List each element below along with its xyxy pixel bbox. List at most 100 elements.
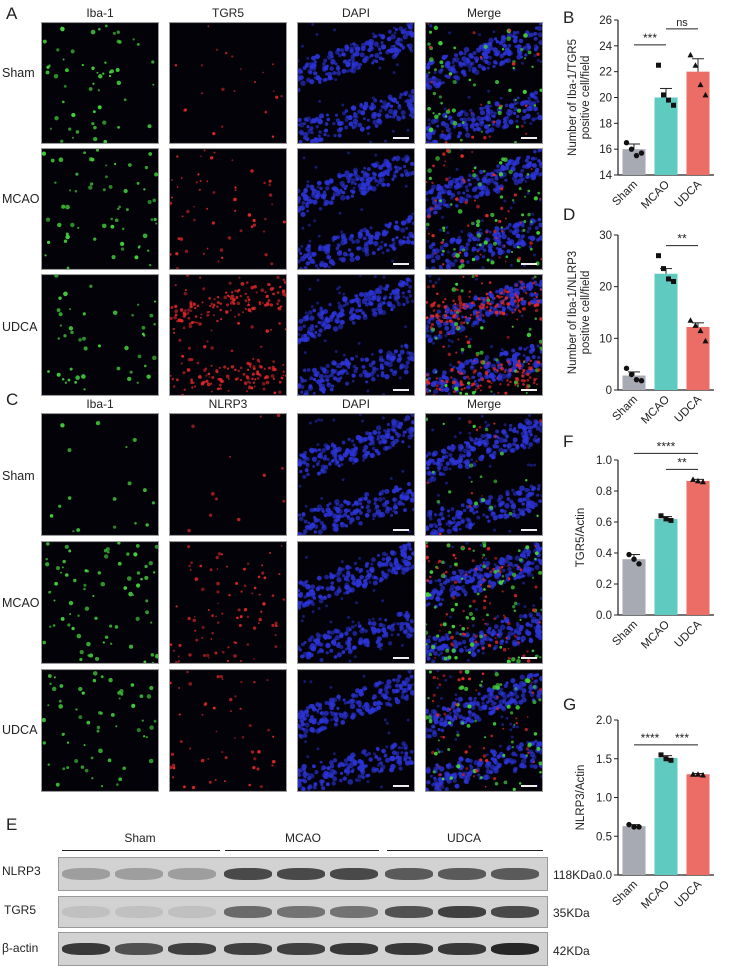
row-label-a-udca: UDCA bbox=[2, 320, 38, 334]
wb-band bbox=[491, 906, 539, 918]
bar-mcao bbox=[654, 97, 678, 175]
wb-band bbox=[115, 906, 163, 918]
significance-label: ** bbox=[677, 232, 687, 246]
y-axis-label: Number of Iba-1/NLRP3 bbox=[567, 251, 579, 374]
row-label-c-sham: Sham bbox=[2, 469, 35, 483]
significance-label: *** bbox=[643, 31, 657, 45]
panel-a-tile-r3-c4 bbox=[425, 274, 543, 396]
y-tick-label: 0.8 bbox=[596, 486, 612, 498]
wb-band bbox=[330, 868, 378, 880]
y-tick-label: 20 bbox=[599, 282, 612, 294]
chart-d: 0 10 20 30 Number of Iba-1/NLRP3 positive cel… bbox=[560, 225, 725, 430]
panel-letter-b: B bbox=[563, 8, 575, 27]
data-point bbox=[700, 772, 706, 778]
data-point bbox=[666, 97, 671, 103]
panel-letter-e: E bbox=[6, 815, 18, 834]
wb-group-line-sham bbox=[62, 850, 220, 851]
y-tick-label: 0.5 bbox=[596, 831, 612, 843]
scale-bar bbox=[393, 263, 409, 265]
row-label-a-sham: Sham bbox=[2, 66, 35, 80]
data-point bbox=[671, 102, 676, 108]
x-tick-label-mcao: MCAO bbox=[639, 394, 672, 427]
data-point bbox=[702, 91, 709, 98]
chart-f: 0.0 0.2 0.4 0.6 0.8 1.0 TGR5/Actin Sham MCAO UDCA… bbox=[560, 439, 725, 655]
col-head-a-4: Merge bbox=[466, 6, 501, 20]
wb-band bbox=[438, 868, 486, 880]
data-point bbox=[631, 556, 637, 562]
data-point bbox=[697, 327, 704, 334]
y-tick-label: 20 bbox=[599, 93, 612, 105]
scale-bar bbox=[521, 389, 537, 391]
panel-c-tile-r2-c1 bbox=[41, 541, 159, 664]
panel-a-tile-r2-c1 bbox=[41, 148, 159, 270]
wb-group-sham: Sham bbox=[124, 831, 156, 845]
data-point bbox=[626, 551, 632, 558]
panel-a-tile-r1-c4 bbox=[425, 22, 543, 144]
panel-c-tile-r2-c3 bbox=[297, 541, 415, 664]
wb-group-udca: UDCA bbox=[446, 831, 481, 845]
data-point bbox=[623, 140, 630, 146]
y-axis-label: positive cell/field bbox=[580, 271, 592, 355]
wb-band bbox=[168, 943, 216, 955]
panel-a-tile-r3-c1 bbox=[41, 274, 159, 396]
data-point bbox=[687, 317, 694, 323]
data-point bbox=[633, 376, 640, 383]
y-tick-label: 1.5 bbox=[596, 754, 612, 766]
chart-f-svg: 0.0 0.2 0.4 0.6 0.8 1.0 TGR5/Actin Sham MCAO UDCA… bbox=[575, 439, 714, 652]
bar-udca bbox=[686, 326, 710, 390]
panel-c-tile-r3-c3 bbox=[297, 669, 415, 792]
data-point bbox=[702, 337, 709, 344]
data-point bbox=[690, 476, 696, 482]
data-point bbox=[631, 824, 637, 830]
panel-c-tile-r1-c3 bbox=[297, 413, 415, 536]
wb-band bbox=[62, 906, 110, 918]
significance-label: ns bbox=[676, 17, 688, 29]
data-point bbox=[663, 516, 669, 522]
wb-label-bactin: β-actin bbox=[2, 941, 39, 955]
wb-band bbox=[491, 868, 539, 880]
x-tick-label-sham: Sham bbox=[610, 179, 640, 209]
row-label-c-udca: UDCA bbox=[2, 723, 38, 737]
chart-d-svg: 0 10 20 30 Number of Iba-1/NLRP3 positive cel… bbox=[567, 230, 714, 427]
x-tick-label-sham: Sham bbox=[610, 619, 640, 649]
data-point bbox=[668, 757, 674, 763]
panel-c-tile-r1-c4 bbox=[425, 413, 543, 536]
chart-g: 0.0 0.5 1.0 1.5 2.0 NLRP3/Actin Sham MCAO UDCA **… bbox=[560, 710, 725, 915]
x-tick-label-udca: UDCA bbox=[673, 393, 705, 425]
col-head-a-2: TGR5 bbox=[211, 6, 244, 20]
panel-a-tile-r2-c4 bbox=[425, 148, 543, 270]
data-point bbox=[687, 51, 694, 58]
y-tick-label: 0.4 bbox=[596, 548, 613, 560]
y-tick-label: 0.6 bbox=[596, 517, 612, 529]
panel-c-tile-r3-c1 bbox=[41, 669, 159, 792]
panel-a-tile-r1-c2 bbox=[169, 22, 287, 144]
panel-letter-c: C bbox=[6, 390, 19, 409]
panel-c-tile-r2-c4 bbox=[425, 541, 543, 664]
wb-band bbox=[330, 943, 378, 955]
scale-bar bbox=[393, 137, 409, 139]
x-tick-label-sham: Sham bbox=[610, 394, 640, 424]
scale-bar bbox=[393, 785, 409, 787]
data-point bbox=[661, 92, 666, 98]
significance-label: **** bbox=[641, 731, 660, 745]
y-tick-label: 0.0 bbox=[596, 610, 612, 622]
panel-letter-a: A bbox=[6, 4, 18, 23]
wb-size-nlrp3: 118KDa bbox=[553, 868, 596, 882]
wb-label-tgr5: TGR5 bbox=[4, 903, 37, 917]
y-axis-label: Number of Iba-1/TGR5 bbox=[567, 39, 579, 156]
bar-udca bbox=[686, 774, 710, 875]
x-tick-label-mcao: MCAO bbox=[639, 179, 672, 212]
col-head-c-2: NLRP3 bbox=[208, 397, 248, 411]
scale-bar bbox=[521, 137, 537, 139]
y-tick-label: 0.2 bbox=[596, 579, 612, 591]
x-tick-label-mcao: MCAO bbox=[639, 619, 672, 652]
bar-sham bbox=[622, 149, 646, 175]
bar-mcao bbox=[654, 518, 678, 615]
col-head-c-4: Merge bbox=[466, 397, 501, 411]
data-point bbox=[628, 146, 635, 152]
data-point bbox=[663, 756, 669, 762]
wb-group-line-mcao bbox=[225, 850, 379, 851]
y-tick-label: 2.0 bbox=[596, 715, 612, 727]
panel-letter-f: F bbox=[563, 432, 574, 451]
data-point bbox=[636, 824, 642, 830]
